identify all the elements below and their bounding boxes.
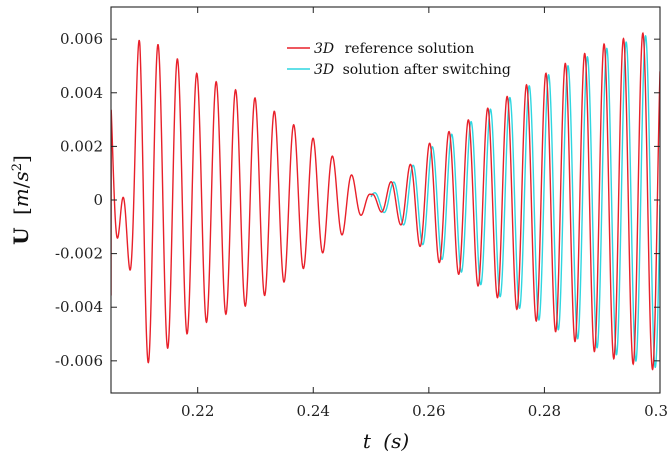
y-tick-label: 0.004 [60, 84, 103, 102]
y-axis-label: U [m/s2] [9, 155, 33, 245]
x-tick-label: 0.26 [412, 402, 445, 420]
legend-prefix-reference: 3D [314, 41, 334, 57]
chart-marks [111, 31, 660, 371]
series-line-switching [370, 34, 660, 369]
chart-axes: 0.22 0.24 0.26 0.28 0.3 0.006 0.004 0.002 0 -0.00… [55, 6, 668, 420]
legend-prefix-switching: 3D [314, 62, 334, 78]
x-tick-label: 0.3 [644, 402, 668, 420]
y-tick-label: 0.002 [60, 137, 103, 155]
legend-label-reference: 3D reference solution [314, 41, 474, 57]
x-tick-label: 0.28 [528, 402, 561, 420]
y-tick-label: 0 [93, 191, 103, 209]
y-tick-label: -0.006 [55, 352, 103, 370]
legend-text-reference: reference solution [345, 41, 475, 57]
y-tick-label: -0.002 [55, 245, 103, 263]
x-axis-label: t (s) [363, 429, 409, 453]
x-tick-label: 0.22 [181, 402, 214, 420]
y-tick-label: -0.004 [55, 298, 103, 316]
y-tick-label: 0.006 [60, 30, 103, 48]
legend-label-switching: 3D solution after switching [314, 62, 511, 78]
x-tick-label: 0.24 [297, 402, 330, 420]
legend-text-switching: solution after switching [343, 62, 511, 78]
legend: 3D reference solution 3D solution after … [287, 41, 511, 78]
series-line-reference [111, 31, 660, 371]
